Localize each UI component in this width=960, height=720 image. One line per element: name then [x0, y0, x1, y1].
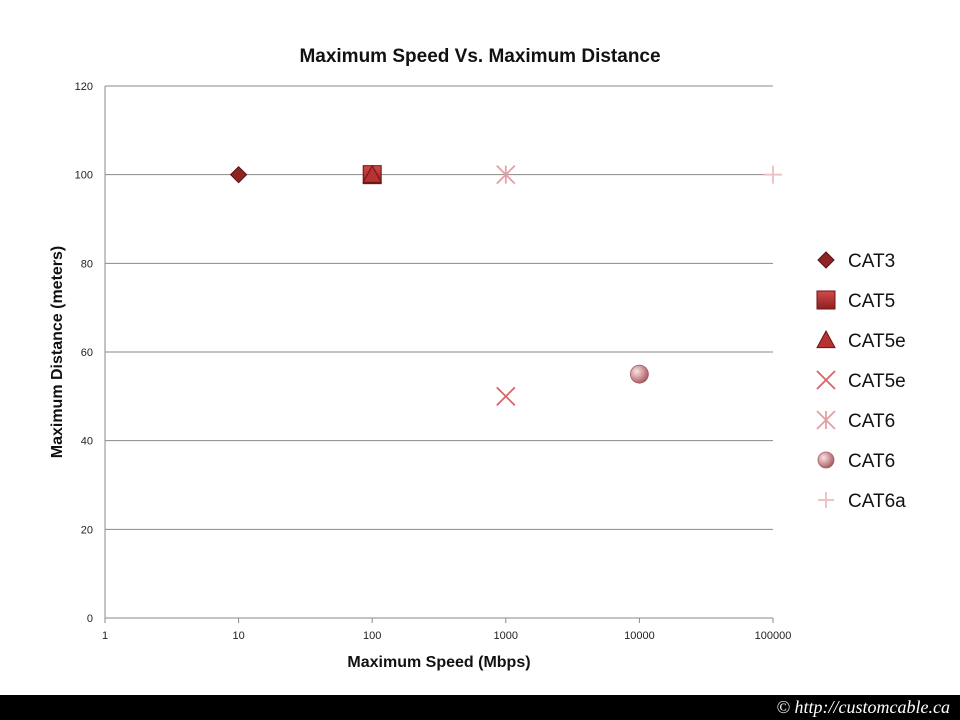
axes — [104, 86, 774, 623]
y-tick-label: 20 — [81, 524, 93, 536]
legend-label: CAT6 — [848, 411, 895, 432]
x-axis-title: Maximum Speed (Mbps) — [347, 654, 530, 671]
diamond-marker — [817, 251, 835, 269]
x-marker — [816, 370, 836, 390]
gridlines — [105, 85, 773, 619]
data-point — [362, 164, 383, 183]
legend: CAT3 CAT5 CAT5e CAT5e CAT6 CAT6 CAT6a — [816, 251, 906, 512]
x-tick-label: 1000 — [494, 630, 518, 642]
legend-item: CAT6 — [817, 451, 895, 472]
data-point — [496, 386, 516, 406]
legend-label: CAT5e — [848, 331, 906, 352]
asterisk-marker — [496, 165, 516, 185]
legend-label: CAT3 — [848, 251, 895, 272]
y-tick-label: 80 — [81, 258, 93, 270]
y-tick-label: 120 — [75, 81, 93, 93]
chart-title: Maximum Speed Vs. Maximum Distance — [299, 46, 660, 67]
legend-item: CAT5 — [816, 290, 895, 312]
legend-item: CAT3 — [817, 251, 895, 272]
x-tick-label: 10 — [232, 630, 244, 642]
square-marker — [816, 290, 836, 310]
data-point — [496, 165, 516, 185]
triangle-marker — [816, 329, 836, 349]
y-axis-title: Maximum Distance (meters) — [49, 246, 66, 459]
footer-copyright: © http://customcable.ca — [776, 697, 950, 717]
legend-label: CAT5e — [848, 371, 906, 392]
x-tick-label: 100 — [363, 630, 381, 642]
data-point — [229, 165, 248, 184]
y-tick-label: 100 — [75, 170, 93, 182]
scatter-chart: Maximum Speed Vs. Maximum Distance Maxim… — [49, 46, 906, 671]
legend-item: CAT6 — [816, 410, 895, 432]
data-point — [630, 364, 649, 384]
legend-item: CAT6a — [818, 491, 906, 512]
x-marker — [496, 386, 516, 406]
diamond-marker — [229, 165, 248, 184]
plus-marker — [818, 492, 834, 508]
y-tick-label: 60 — [81, 347, 93, 359]
legend-label: CAT5 — [848, 291, 895, 312]
legend-item: CAT5e — [816, 329, 906, 352]
plus-marker — [764, 165, 782, 184]
sphere-marker — [817, 451, 835, 469]
triangle-marker — [362, 164, 383, 183]
x-tick-label: 10000 — [624, 630, 655, 642]
sphere-marker — [630, 364, 649, 384]
x-tick-label: 100000 — [755, 630, 792, 642]
y-tick-label: 0 — [87, 613, 93, 625]
legend-label: CAT6a — [848, 491, 906, 512]
legend-item: CAT5e — [816, 370, 906, 392]
data-points — [229, 164, 782, 406]
x-tick-label: 1 — [102, 630, 108, 642]
y-tick-label: 40 — [81, 436, 93, 448]
data-point — [764, 165, 782, 184]
legend-label: CAT6 — [848, 451, 895, 472]
asterisk-marker — [816, 410, 836, 430]
footer-bar: © http://customcable.ca — [0, 695, 960, 720]
